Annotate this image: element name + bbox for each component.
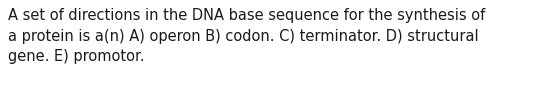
Text: A set of directions in the DNA base sequence for the synthesis of
a protein is a: A set of directions in the DNA base sequ… (8, 8, 485, 64)
